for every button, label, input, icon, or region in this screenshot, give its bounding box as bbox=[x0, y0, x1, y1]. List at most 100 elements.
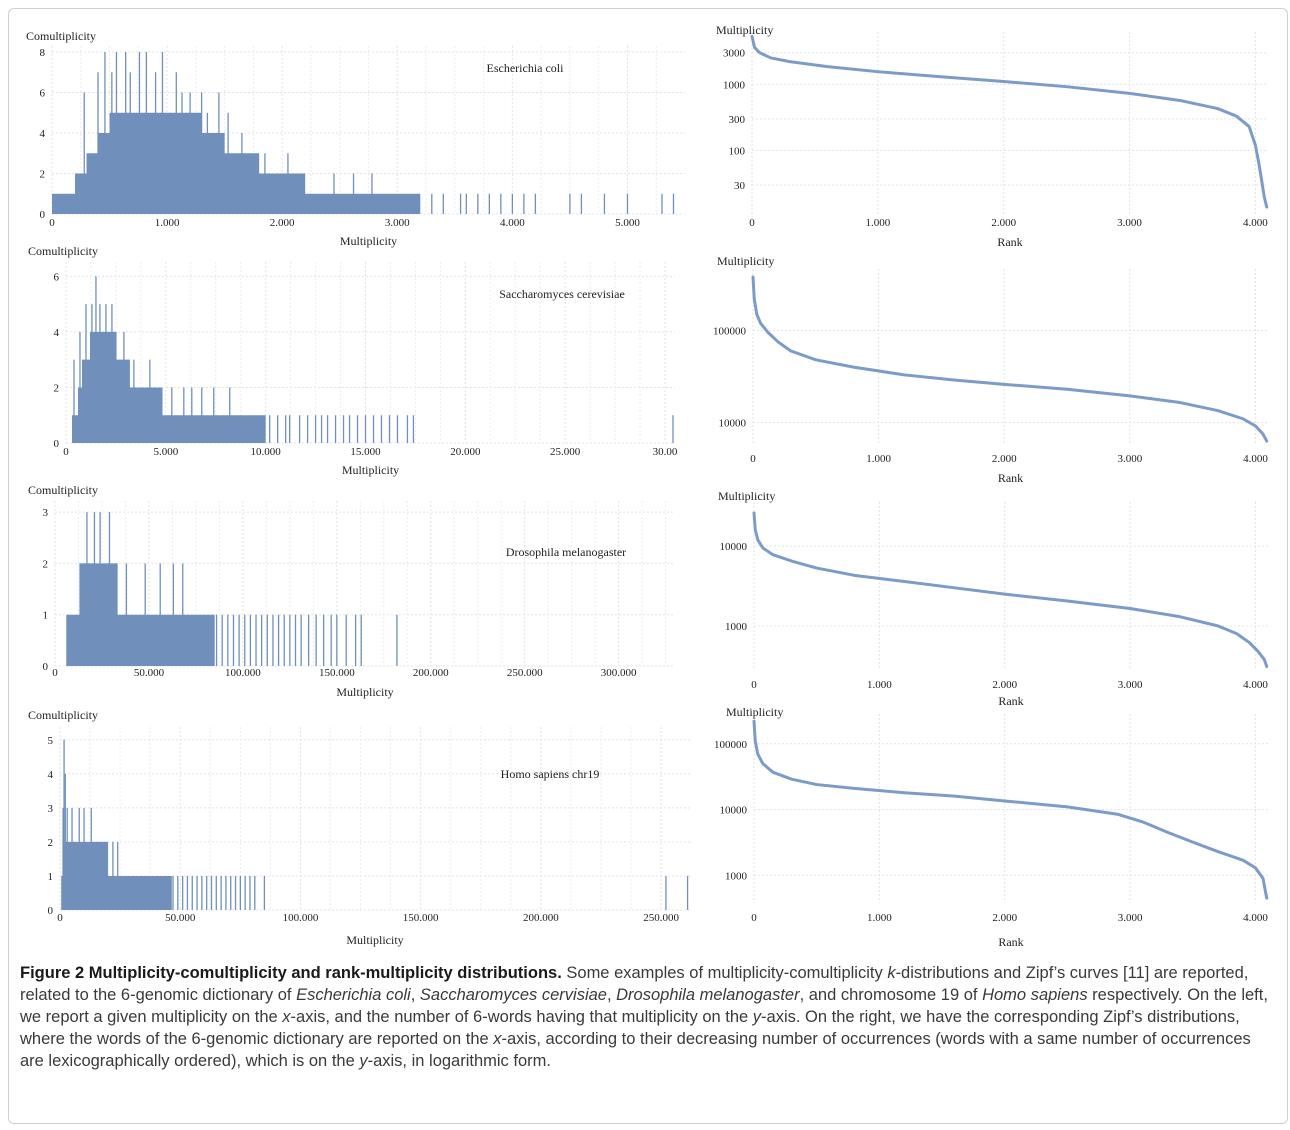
y-tick-label: 100000 bbox=[713, 325, 747, 337]
zipf-curve bbox=[751, 275, 1269, 443]
gridlines bbox=[751, 32, 1268, 214]
x-tick-label: 5.000 bbox=[153, 446, 178, 458]
x-tick-label: 300.000 bbox=[601, 667, 637, 679]
chart-7: 0 50.000 100.000 150.000 200.000 250.000 0 1 2 3 4… bbox=[28, 708, 690, 947]
caption-part: Drosophila melanogaster bbox=[616, 986, 800, 1004]
species-label: Escherichia coli bbox=[487, 61, 565, 75]
x-tick-label: 0 bbox=[52, 667, 58, 679]
zipf-curve bbox=[752, 511, 1269, 668]
y-tick-label: 6 bbox=[40, 88, 46, 100]
caption-title: Figure 2 Multiplicity-comultiplicity and… bbox=[20, 964, 562, 982]
histogram-bars bbox=[61, 739, 689, 910]
y-tick-label: 4 bbox=[40, 128, 46, 140]
caption-part: , and chromosome 19 of bbox=[799, 986, 983, 1004]
caption-part: x bbox=[282, 1008, 291, 1026]
histogram-dense-region bbox=[71, 331, 266, 443]
y-tick-label: 100 bbox=[729, 146, 746, 158]
x-tick-label: 4.000 bbox=[1243, 679, 1268, 691]
y-tick-label: 2 bbox=[43, 558, 49, 570]
x-tick-label: 2.000 bbox=[992, 453, 1017, 465]
y-tick-label: 10000 bbox=[719, 418, 747, 430]
x-tick-label: 4.000 bbox=[1243, 453, 1268, 465]
x-tick-label: 3.000 bbox=[385, 217, 410, 229]
zipf-curve bbox=[752, 719, 1269, 900]
y-tick-labels: 1000 10000 bbox=[720, 541, 748, 633]
x-axis-title: Multiplicity bbox=[342, 463, 399, 477]
x-tick-label: 250.000 bbox=[507, 667, 543, 679]
chart-6: 0 1.000 2.000 3.000 4.000 1000 10000 Multiplici… bbox=[718, 489, 1268, 708]
x-tick-labels: 0 1.000 2.000 3.000 4.000 bbox=[751, 679, 1268, 691]
x-axis-title: Rank bbox=[998, 471, 1023, 485]
y-axis-title: Comultiplicity bbox=[26, 29, 96, 43]
y-tick-label: 3 bbox=[48, 803, 54, 815]
gridlines bbox=[753, 714, 1268, 903]
figure-caption: Figure 2 Multiplicity-comultiplicity and… bbox=[20, 962, 1270, 1072]
species-label: Saccharomyces cerevisiae bbox=[499, 287, 625, 301]
x-axis-title: Multiplicity bbox=[336, 685, 393, 699]
y-tick-label: 8 bbox=[40, 47, 46, 59]
x-tick-label: 0 bbox=[749, 217, 755, 229]
y-tick-label: 4 bbox=[48, 769, 54, 781]
x-tick-label: 200.000 bbox=[413, 667, 449, 679]
x-tick-label: 3.000 bbox=[1118, 912, 1143, 924]
caption-part: -axis. On the right, we have the corresp… bbox=[20, 1008, 1240, 1048]
species-label: Drosophila melanogaster bbox=[506, 545, 626, 559]
y-tick-label: 1000 bbox=[723, 79, 746, 91]
x-tick-label: 0 bbox=[750, 453, 756, 465]
y-tick-labels: 0 1 2 3 4 5 bbox=[48, 735, 54, 917]
x-tick-label: 10.000 bbox=[251, 446, 282, 458]
x-tick-label: 3.000 bbox=[1118, 679, 1143, 691]
y-tick-labels: 10000 100000 bbox=[713, 325, 747, 429]
y-axis-title: Multiplicity bbox=[717, 254, 774, 268]
x-tick-label: 0 bbox=[63, 446, 69, 458]
x-tick-label: 100.000 bbox=[283, 912, 319, 924]
y-tick-label: 0 bbox=[54, 438, 60, 450]
x-axis-title: Multiplicity bbox=[346, 933, 403, 947]
y-tick-labels: 1000 10000 100000 bbox=[714, 739, 748, 883]
chart-3: 0 5.000 10.000 15.000 20.000 25.000 30.00 0 2 4 6 C… bbox=[28, 244, 678, 477]
chart-1: 0 1.000 2.000 3.000 4.000 5.000 0 2 4 6 8 Comultipl… bbox=[26, 29, 685, 248]
caption-body: Some examples of multiplicity-comultipli… bbox=[20, 964, 1268, 1070]
y-axis-title: Multiplicity bbox=[716, 23, 773, 37]
x-tick-label: 150.000 bbox=[319, 667, 355, 679]
caption-part: Some examples of multiplicity-comultipli… bbox=[561, 964, 888, 982]
y-tick-label: 1 bbox=[48, 871, 54, 883]
x-tick-label: 200.000 bbox=[523, 912, 559, 924]
caption-part: -axis, and the number of 6-words having … bbox=[290, 1008, 753, 1026]
x-tick-label: 100.000 bbox=[225, 667, 261, 679]
x-tick-label: 30.00 bbox=[653, 446, 678, 458]
y-axis-title: Multiplicity bbox=[718, 489, 775, 503]
y-tick-label: 0 bbox=[48, 905, 54, 917]
caption-part: , bbox=[410, 986, 420, 1004]
caption-part: , bbox=[606, 986, 617, 1004]
caption-part: Escherichia coli bbox=[296, 986, 411, 1004]
histogram-dense-region bbox=[52, 112, 421, 214]
x-tick-label: 1.000 bbox=[865, 217, 890, 229]
histogram-bars bbox=[52, 52, 675, 214]
histogram-dense-region bbox=[66, 563, 215, 666]
x-tick-label: 4.000 bbox=[1243, 912, 1268, 924]
y-tick-labels: 0 2 4 6 8 bbox=[40, 47, 46, 221]
histogram-dense-region bbox=[61, 841, 172, 910]
x-tick-label: 150.000 bbox=[403, 912, 439, 924]
x-tick-label: 4.000 bbox=[500, 217, 525, 229]
x-tick-label: 5.000 bbox=[615, 217, 640, 229]
x-tick-label: 50.000 bbox=[165, 912, 196, 924]
x-tick-label: 0 bbox=[751, 912, 757, 924]
y-tick-label: 1000 bbox=[725, 870, 748, 882]
y-tick-label: 6 bbox=[54, 271, 60, 283]
x-tick-label: 3.000 bbox=[1117, 453, 1142, 465]
x-tick-labels: 0 50.000 100.000 150.000 200.000 250.000 bbox=[57, 912, 679, 924]
x-tick-label: 1.000 bbox=[866, 453, 891, 465]
caption-part: Homo sapiens bbox=[982, 986, 1088, 1004]
y-tick-label: 1 bbox=[43, 610, 49, 622]
y-tick-label: 3 bbox=[43, 507, 49, 519]
x-tick-label: 4.000 bbox=[1243, 217, 1268, 229]
y-axis-title: Comultiplicity bbox=[28, 483, 98, 497]
caption-part: k bbox=[887, 964, 896, 982]
y-tick-label: 100000 bbox=[714, 739, 748, 751]
y-tick-label: 3000 bbox=[723, 48, 746, 60]
x-axis-title: Multiplicity bbox=[340, 234, 397, 248]
y-tick-label: 30 bbox=[734, 180, 746, 192]
x-tick-label: 2.000 bbox=[991, 217, 1016, 229]
